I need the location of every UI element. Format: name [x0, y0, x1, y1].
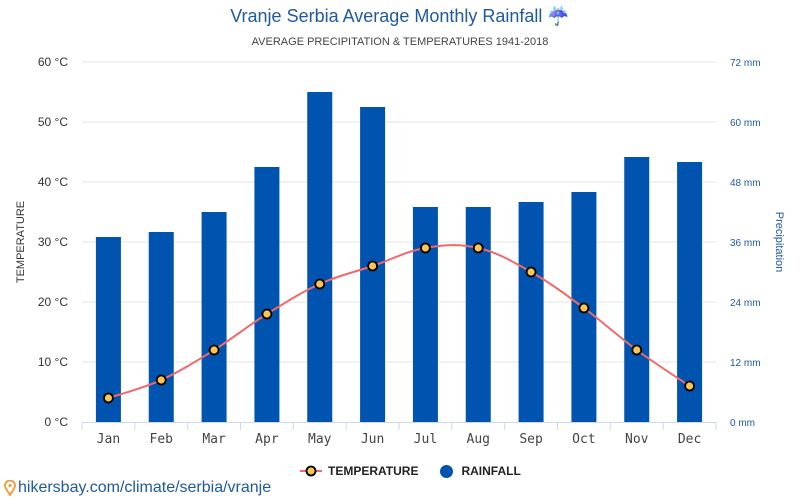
- rainfall-bar: [307, 92, 333, 422]
- rainfall-bars: [95, 92, 703, 422]
- x-axis: Jan Feb Mar Apr May Jun Jul Aug Sep Oct Nov Dec: [81, 422, 717, 447]
- y-right-tick-label: 60 mm: [730, 118, 761, 129]
- legend: TEMPERATURE RAINFALL: [300, 464, 543, 478]
- x-tick-label: Sep: [519, 432, 543, 447]
- chart-subtitle: AVERAGE PRECIPITATION & TEMPERATURES 194…: [251, 36, 549, 48]
- y-axis-left-title: TEMPERATURE: [15, 201, 27, 283]
- temperature-point: [631, 344, 643, 356]
- x-tick-label: Jul: [414, 432, 437, 447]
- x-tick-label: Apr: [255, 432, 279, 447]
- rainfall-bar: [95, 237, 121, 422]
- y-right-tick-label: 72 mm: [730, 58, 761, 69]
- temperature-point: [314, 278, 326, 290]
- y-right-tick-label: 36 mm: [730, 238, 761, 249]
- y-left-tick-label: 50 °C: [38, 115, 68, 129]
- y-left-tick-label: 40 °C: [38, 175, 68, 189]
- temperature-points: [103, 242, 695, 404]
- rainfall-bar: [148, 232, 174, 422]
- rainfall-bar: [254, 167, 280, 422]
- temperature-point: [684, 380, 695, 392]
- temperature-point: [420, 242, 431, 254]
- y-left-tick-label: 30 °C: [38, 235, 68, 249]
- y-axis-left: 0 °C 10 °C 20 °C 30 °C 40 °C 50 °C 60 °C: [38, 55, 68, 429]
- y-right-tick-label: 48 mm: [730, 178, 761, 189]
- temperature-point: [155, 374, 167, 386]
- rainfall-legend-icon: [440, 464, 454, 478]
- y-left-tick-label: 20 °C: [38, 295, 68, 309]
- legend-item-temperature[interactable]: TEMPERATURE: [300, 464, 418, 478]
- temperature-legend-icon: [300, 465, 322, 477]
- y-right-tick-label: 12 mm: [730, 358, 761, 369]
- y-left-tick-label: 60 °C: [38, 55, 68, 69]
- chart-title: Vranje Serbia Average Monthly Rainfall ☔: [230, 6, 570, 26]
- source-url: hikersbay.com/climate/serbia/vranje: [18, 479, 272, 496]
- rainfall-bar: [677, 162, 703, 422]
- x-tick-label: Dec: [678, 432, 701, 447]
- rainfall-bar: [412, 207, 438, 422]
- temperature-point: [261, 308, 273, 320]
- y-left-tick-label: 0 °C: [45, 415, 69, 429]
- y-left-tick-label: 10 °C: [38, 355, 68, 369]
- x-tick-label: Feb: [150, 432, 174, 447]
- temperature-point: [472, 242, 484, 254]
- x-tick-label: Aug: [467, 432, 490, 447]
- gridlines: [82, 61, 716, 363]
- temperature-point: [578, 302, 590, 314]
- legend-item-rainfall[interactable]: RAINFALL: [440, 464, 521, 478]
- x-tick-label: Mar: [202, 432, 226, 447]
- rainfall-bar: [465, 207, 491, 422]
- rainfall-bar: [624, 157, 650, 422]
- x-tick-label: Jun: [361, 432, 384, 447]
- y-axis-right: 0 mm 12 mm 24 mm 36 mm 48 mm 60 mm 72 mm: [730, 58, 761, 429]
- y-axis-right-title: Precipitation: [773, 212, 785, 273]
- temperature-point: [208, 344, 220, 356]
- y-right-tick-label: 0 mm: [730, 418, 755, 429]
- legend-label-rainfall: RAINFALL: [461, 464, 521, 478]
- source-link[interactable]: hikersbay.com/climate/serbia/vranje: [4, 479, 271, 497]
- temperature-point: [525, 266, 537, 278]
- temperature-point: [367, 260, 378, 272]
- temperature-point: [103, 392, 114, 404]
- rainfall-bar: [201, 212, 227, 422]
- x-tick-label: Oct: [572, 432, 595, 447]
- x-tick-label: Jan: [97, 432, 120, 447]
- legend-label-temperature: TEMPERATURE: [328, 464, 419, 478]
- x-tick-label: May: [308, 432, 332, 447]
- map-pin-icon: [4, 480, 16, 496]
- temperature-line: [108, 244, 691, 399]
- rainfall-bar: [518, 202, 544, 422]
- y-right-tick-label: 24 mm: [730, 298, 761, 309]
- x-tick-label: Nov: [625, 432, 649, 447]
